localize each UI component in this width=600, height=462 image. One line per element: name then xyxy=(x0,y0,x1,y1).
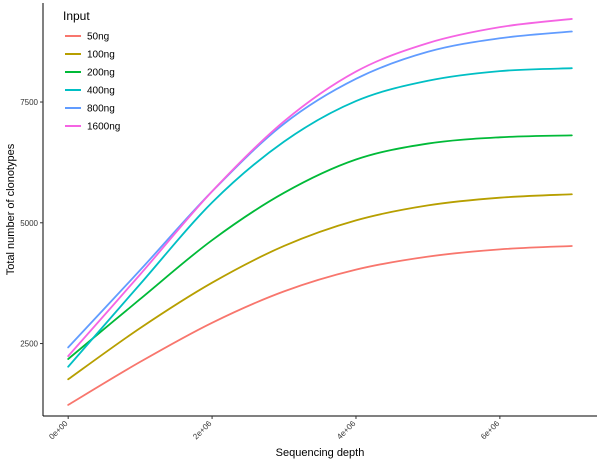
x-tick-label: 6e+06 xyxy=(479,419,502,442)
x-ticks: 0e+00 2e+06 4e+06 6e+06 xyxy=(47,416,502,442)
axes xyxy=(42,3,597,417)
y-tick-label: 7500 xyxy=(20,98,38,107)
x-axis-title: Sequencing depth xyxy=(276,447,365,459)
legend-title: Input xyxy=(63,9,90,23)
legend-label-1600ng: 1600ng xyxy=(87,122,120,133)
series-line-400ng xyxy=(67,67,573,368)
y-tick-label: 5000 xyxy=(20,219,38,228)
legend-label-50ng: 50ng xyxy=(87,32,109,43)
y-ticks: 2500 5000 7500 xyxy=(20,98,43,349)
series-line-50ng xyxy=(67,245,573,406)
legend-label-100ng: 100ng xyxy=(87,50,115,61)
x-tick-label: 4e+06 xyxy=(335,419,358,442)
legend-label-400ng: 400ng xyxy=(87,86,115,97)
series-line-1600ng xyxy=(67,18,573,357)
legend-label-200ng: 200ng xyxy=(87,68,115,79)
x-tick-label: 0e+00 xyxy=(47,419,70,442)
series-lines xyxy=(67,18,573,406)
series-line-800ng xyxy=(67,30,573,349)
series-line-200ng xyxy=(67,134,573,360)
legend: Input 50ng 100ng 200ng 400ng 800ng 1600ng xyxy=(63,9,120,133)
series-line-100ng xyxy=(67,193,573,381)
legend-label-800ng: 800ng xyxy=(87,104,115,115)
x-tick-label: 2e+06 xyxy=(191,419,214,442)
y-axis-title: Total number of clonotypes xyxy=(5,143,17,275)
y-tick-label: 2500 xyxy=(20,340,38,349)
